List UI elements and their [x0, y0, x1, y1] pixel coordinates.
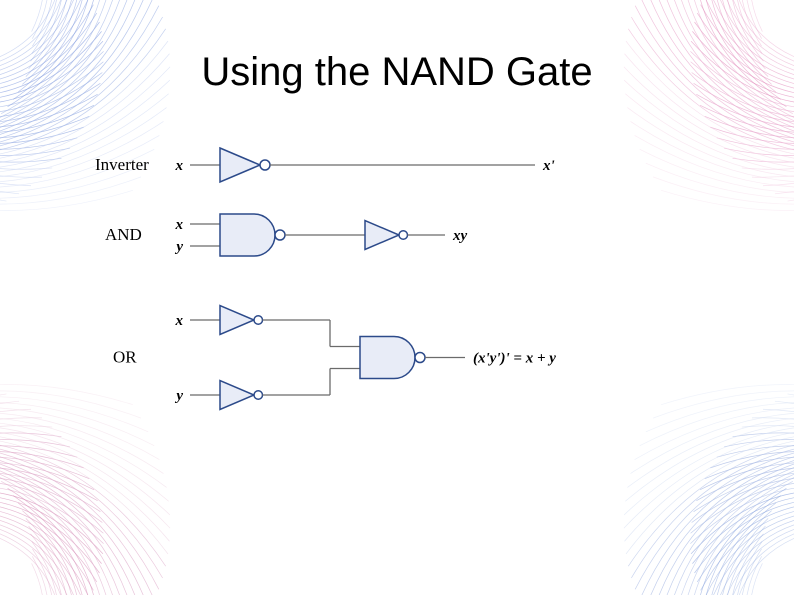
page-title: Using the NAND Gate: [0, 50, 794, 95]
svg-text:x: x: [175, 158, 184, 174]
svg-text:xy: xy: [452, 228, 468, 244]
svg-text:OR: OR: [113, 348, 137, 367]
row-or: OR x y (x'y')' = x + y: [113, 306, 556, 410]
svg-text:x: x: [175, 217, 184, 233]
svg-text:(x'y')' = x + y: (x'y')' = x + y: [473, 351, 556, 367]
row-and: AND xy xy: [105, 214, 468, 256]
nand-equivalents-diagram: Inverterxx'ANDxyxyORxy(x'y')' = x + y: [85, 135, 705, 495]
svg-text:AND: AND: [105, 225, 142, 244]
svg-text:Inverter: Inverter: [95, 155, 149, 174]
svg-text:y: y: [174, 388, 183, 404]
svg-text:x': x': [542, 158, 555, 174]
svg-text:y: y: [174, 239, 183, 255]
row-inverter: Inverter x x': [95, 148, 555, 182]
svg-text:x: x: [175, 313, 184, 329]
